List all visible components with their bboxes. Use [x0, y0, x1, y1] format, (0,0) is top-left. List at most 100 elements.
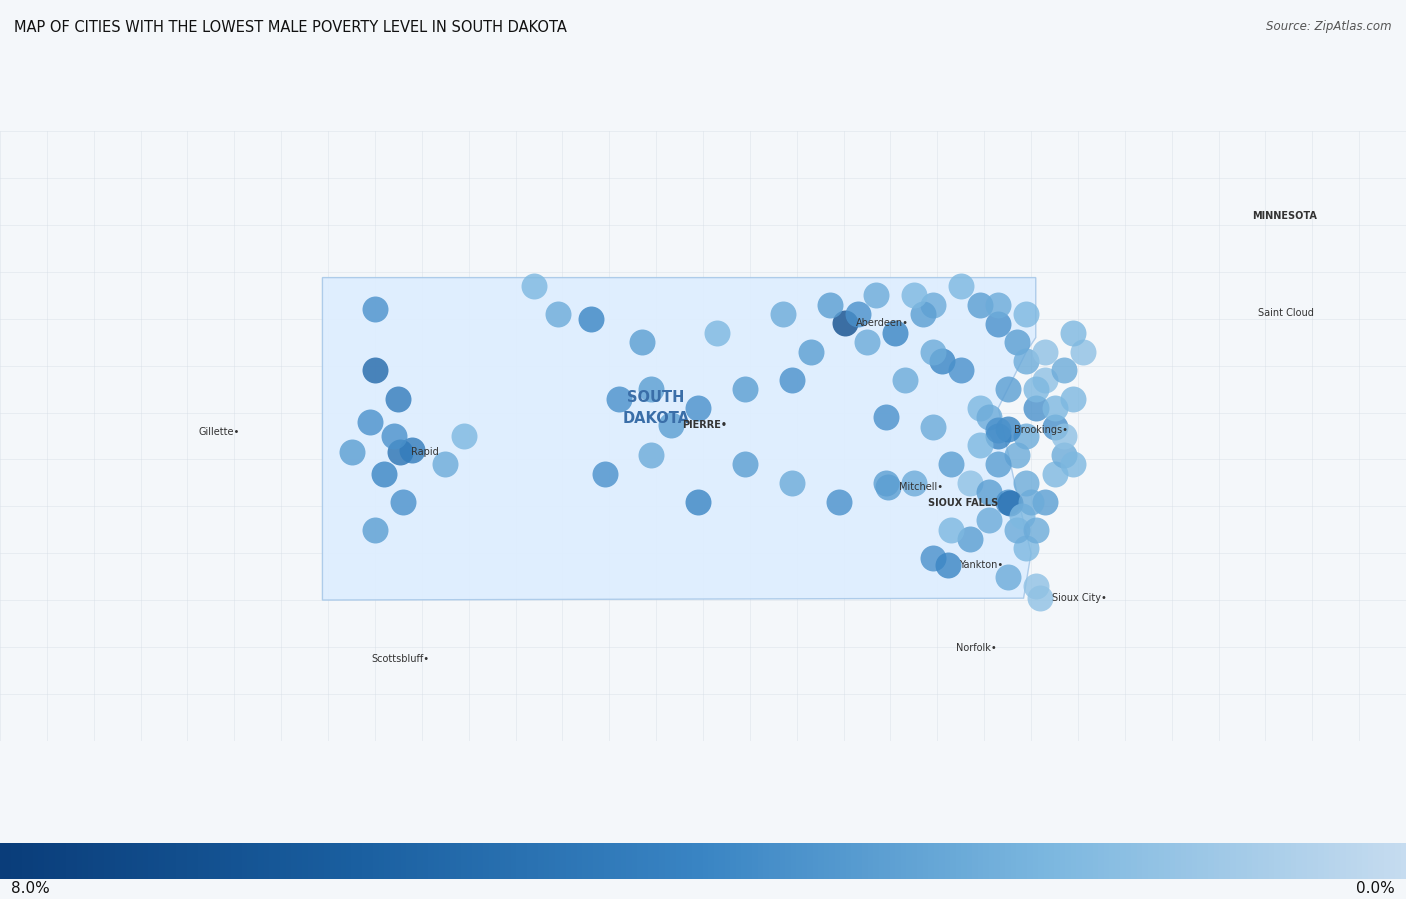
- Point: [959, 532, 981, 547]
- Point: [1019, 494, 1042, 509]
- Point: [903, 289, 925, 303]
- Point: [1062, 457, 1084, 471]
- Point: [997, 382, 1019, 396]
- Point: [800, 344, 823, 359]
- Point: [987, 298, 1010, 312]
- Point: [1025, 579, 1047, 593]
- Point: [818, 298, 841, 312]
- Text: SIOUX FALLS: SIOUX FALLS: [928, 497, 998, 508]
- Point: [936, 558, 959, 573]
- Point: [1033, 344, 1056, 359]
- Point: [969, 298, 991, 312]
- Point: [977, 410, 1000, 424]
- Point: [780, 476, 803, 490]
- Point: [1062, 391, 1084, 405]
- Point: [1025, 382, 1047, 396]
- Point: [893, 372, 915, 387]
- Point: [941, 522, 963, 537]
- Point: [941, 457, 963, 471]
- Point: [977, 485, 1000, 500]
- Text: PIERRE•: PIERRE•: [682, 420, 727, 430]
- Point: [1015, 541, 1038, 556]
- Point: [949, 363, 972, 378]
- Text: Aberdeen•: Aberdeen•: [856, 317, 908, 327]
- Text: Brookings•: Brookings•: [1014, 425, 1069, 435]
- Point: [1053, 448, 1076, 462]
- Point: [659, 417, 682, 432]
- Point: [734, 457, 756, 471]
- Point: [640, 448, 662, 462]
- Point: [997, 569, 1019, 583]
- Point: [1025, 401, 1047, 415]
- Point: [1062, 325, 1084, 340]
- Point: [1053, 429, 1076, 443]
- Text: Yankton•: Yankton•: [959, 560, 1002, 570]
- Point: [688, 494, 710, 509]
- Polygon shape: [322, 278, 1036, 600]
- Point: [1071, 344, 1094, 359]
- Point: [401, 443, 423, 458]
- Point: [1025, 522, 1047, 537]
- Point: [373, 467, 395, 481]
- Point: [884, 325, 907, 340]
- Point: [987, 429, 1010, 443]
- Point: [969, 401, 991, 415]
- Point: [1033, 494, 1056, 509]
- Point: [856, 335, 879, 350]
- Point: [987, 316, 1010, 331]
- Point: [931, 354, 953, 369]
- Text: SOUTH
DAKOTA: SOUTH DAKOTA: [623, 390, 690, 426]
- Text: Gillette•: Gillette•: [198, 427, 240, 437]
- Point: [987, 423, 1010, 438]
- Point: [997, 494, 1019, 509]
- Point: [959, 476, 981, 490]
- Point: [1015, 307, 1038, 321]
- Text: Norfolk•: Norfolk•: [956, 643, 997, 653]
- Text: 8.0%: 8.0%: [11, 881, 51, 896]
- Text: Rapid: Rapid: [412, 447, 439, 457]
- Point: [987, 457, 1010, 471]
- Text: Source: ZipAtlas.com: Source: ZipAtlas.com: [1267, 20, 1392, 32]
- Point: [593, 467, 616, 481]
- Point: [828, 494, 851, 509]
- Point: [1043, 420, 1066, 434]
- Point: [949, 279, 972, 293]
- Point: [453, 429, 475, 443]
- Point: [1011, 509, 1033, 523]
- Point: [1015, 476, 1038, 490]
- Point: [688, 401, 710, 415]
- Point: [875, 476, 897, 490]
- Point: [359, 414, 381, 429]
- Point: [903, 476, 925, 490]
- Point: [579, 312, 602, 326]
- Point: [640, 382, 662, 396]
- Point: [523, 279, 546, 293]
- Point: [1005, 448, 1028, 462]
- Text: 0.0%: 0.0%: [1355, 881, 1395, 896]
- Point: [846, 307, 869, 321]
- Point: [875, 410, 897, 424]
- Point: [834, 316, 856, 330]
- Point: [997, 423, 1019, 437]
- Point: [772, 307, 794, 321]
- Point: [1029, 591, 1052, 605]
- Point: [1015, 354, 1038, 369]
- Point: [389, 445, 412, 459]
- Point: [1005, 335, 1028, 350]
- Point: [340, 445, 363, 459]
- Text: Saint Cloud: Saint Cloud: [1258, 308, 1313, 318]
- Point: [921, 551, 943, 565]
- Text: MAP OF CITIES WITH THE LOWEST MALE POVERTY LEVEL IN SOUTH DAKOTA: MAP OF CITIES WITH THE LOWEST MALE POVER…: [14, 20, 567, 35]
- Point: [1043, 401, 1066, 415]
- Point: [921, 344, 943, 359]
- Point: [977, 513, 1000, 528]
- Point: [921, 298, 943, 312]
- Point: [1043, 467, 1066, 481]
- Text: MINNESOTA: MINNESOTA: [1251, 210, 1316, 221]
- Point: [706, 325, 728, 340]
- Text: Sioux City•: Sioux City•: [1052, 593, 1107, 603]
- Point: [912, 307, 935, 321]
- Point: [734, 382, 756, 396]
- Text: Scottsbluff•: Scottsbluff•: [371, 654, 429, 664]
- Point: [921, 420, 943, 434]
